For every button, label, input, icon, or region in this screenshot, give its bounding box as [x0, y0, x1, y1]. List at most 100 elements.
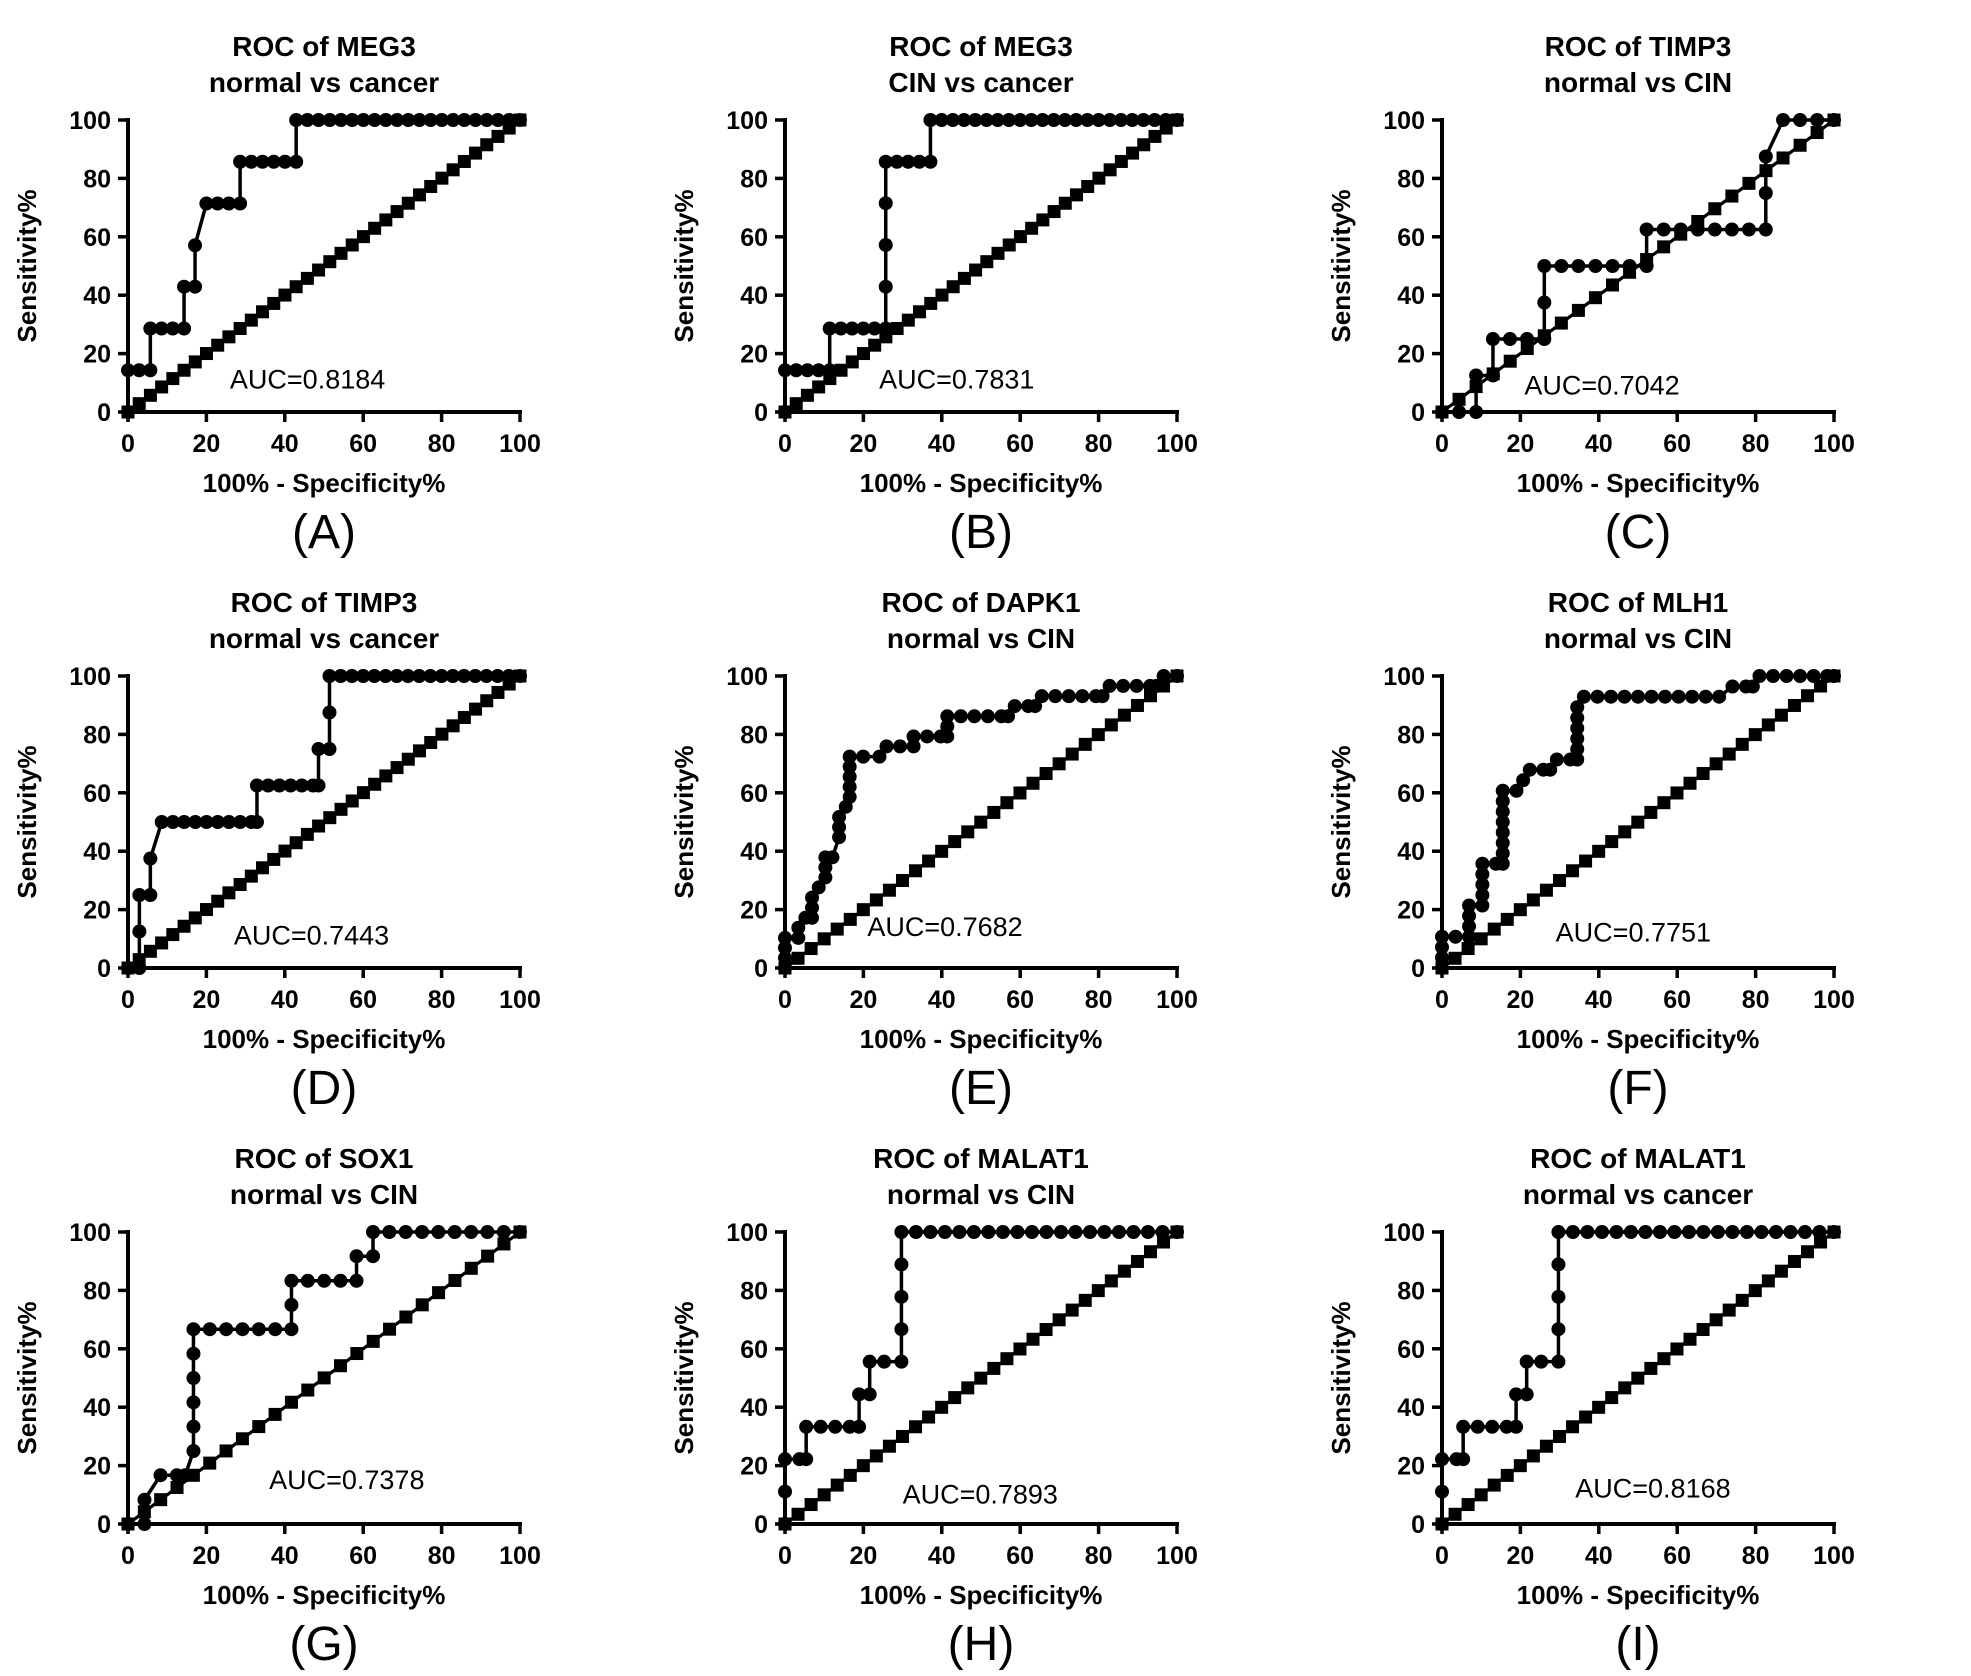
circle-marker [1495, 794, 1510, 809]
circle-marker [1503, 332, 1518, 346]
y-tick-label: 40 [740, 282, 768, 310]
x-tick-label: 40 [1585, 986, 1613, 1014]
square-marker [222, 886, 236, 900]
square-marker [1487, 1478, 1501, 1492]
square-marker [922, 854, 936, 868]
circle-marker [137, 1517, 152, 1531]
y-axis-label: Sensitivity% [1326, 1301, 1356, 1454]
circle-marker [1768, 1225, 1783, 1239]
circle-marker [1435, 1484, 1449, 1499]
panel-letter: (I) [1615, 1618, 1660, 1671]
x-tick-label: 20 [849, 1542, 877, 1570]
circle-marker [1075, 689, 1090, 704]
y-tick-label: 100 [69, 107, 111, 135]
circle-marker [1603, 689, 1618, 704]
square-marker [323, 811, 337, 825]
circle-marker [1696, 1225, 1711, 1239]
square-marker [155, 380, 169, 394]
square-marker [334, 246, 348, 260]
square-marker [791, 951, 805, 965]
panel-title-line1: ROC of TIMP3 [1545, 31, 1732, 62]
y-tick-label: 60 [1397, 1336, 1425, 1364]
x-axis-label: 100% - Specificity% [860, 1024, 1103, 1054]
y-axis-label: Sensitivity% [669, 189, 699, 342]
circle-marker [894, 1257, 909, 1272]
circle-marker [856, 749, 871, 764]
square-marker [1452, 392, 1466, 406]
panel-title-line2: normal vs CIN [230, 1179, 418, 1210]
circle-marker [344, 669, 359, 683]
auc-annotation: AUC=0.7751 [1556, 918, 1711, 948]
circle-marker [1435, 961, 1449, 975]
reference-markers [1435, 669, 1841, 975]
square-marker [412, 744, 426, 758]
y-tick-label: 40 [740, 1394, 768, 1422]
circle-marker [1435, 929, 1449, 944]
circle-marker [1617, 689, 1632, 704]
square-marker [143, 944, 157, 958]
square-marker [177, 363, 191, 377]
square-marker [188, 355, 202, 369]
square-marker [1696, 767, 1710, 781]
y-tick-label: 20 [83, 897, 111, 925]
circle-marker [1639, 259, 1654, 273]
circle-marker [966, 1225, 981, 1239]
x-tick-label: 80 [428, 430, 456, 458]
panel-title-line2: normal vs cancer [209, 623, 439, 654]
square-marker [1104, 1274, 1118, 1288]
circle-marker [1652, 1225, 1667, 1239]
square-marker [882, 1439, 896, 1453]
panel-title-line1: ROC of MEG3 [232, 31, 416, 62]
circle-marker [906, 739, 921, 754]
y-tick-label: 0 [1411, 399, 1425, 427]
circle-marker [1827, 113, 1841, 127]
circle-marker [1519, 1387, 1534, 1402]
circle-marker [1462, 929, 1477, 944]
circle-marker [188, 238, 203, 253]
circle-marker [791, 930, 806, 945]
roc-panel-f: ROC of MLH1 normal vs CIN 0 20 40 60 80 100 0 20 4… [1314, 564, 1971, 1120]
circle-marker [1001, 113, 1016, 127]
y-tick-label: 80 [1397, 1277, 1425, 1305]
circle-marker [1779, 669, 1794, 683]
x-tick-label: 0 [1435, 1542, 1449, 1570]
circle-marker [1570, 721, 1585, 736]
circle-marker [464, 1225, 479, 1239]
x-tick-label: 40 [928, 1542, 956, 1570]
circle-marker [778, 940, 792, 955]
y-axis-label: Sensitivity% [1326, 745, 1356, 898]
circle-marker [382, 1225, 397, 1239]
x-tick-label: 40 [271, 1542, 299, 1570]
circle-marker [1570, 700, 1585, 715]
circle-marker [311, 742, 326, 756]
circle-marker [778, 1484, 792, 1499]
circle-marker [1543, 762, 1558, 777]
circle-marker [968, 113, 983, 127]
circle-marker [1673, 222, 1688, 237]
panel-title-line2: normal vs CIN [1544, 623, 1732, 654]
x-tick-label: 0 [121, 1542, 135, 1570]
square-marker [203, 1456, 217, 1470]
y-tick-label: 0 [754, 1511, 768, 1539]
square-marker [1117, 708, 1131, 722]
panel-title-line2: normal vs CIN [1544, 67, 1732, 98]
circle-marker [1116, 678, 1131, 693]
square-marker [856, 903, 870, 917]
x-tick-label: 60 [1006, 986, 1034, 1014]
circle-marker [1588, 259, 1603, 273]
square-marker [1644, 1361, 1658, 1375]
square-marker [987, 805, 1001, 819]
y-tick-label: 80 [83, 165, 111, 193]
auc-annotation: AUC=0.7682 [867, 912, 1022, 942]
circle-marker [434, 669, 449, 683]
panel-title-line2: normal vs CIN [887, 1179, 1075, 1210]
square-marker [1709, 757, 1723, 771]
circle-marker [791, 920, 806, 935]
y-tick-label: 100 [726, 107, 768, 135]
x-tick-label: 80 [428, 1542, 456, 1570]
square-marker [789, 397, 803, 411]
square-marker [491, 129, 505, 143]
square-marker [1618, 825, 1632, 839]
roc-chart-svg-4: ROC of TIMP3 normal vs cancer 0 20 40 60 80 100… [12, 587, 541, 1115]
square-marker [961, 1381, 975, 1395]
